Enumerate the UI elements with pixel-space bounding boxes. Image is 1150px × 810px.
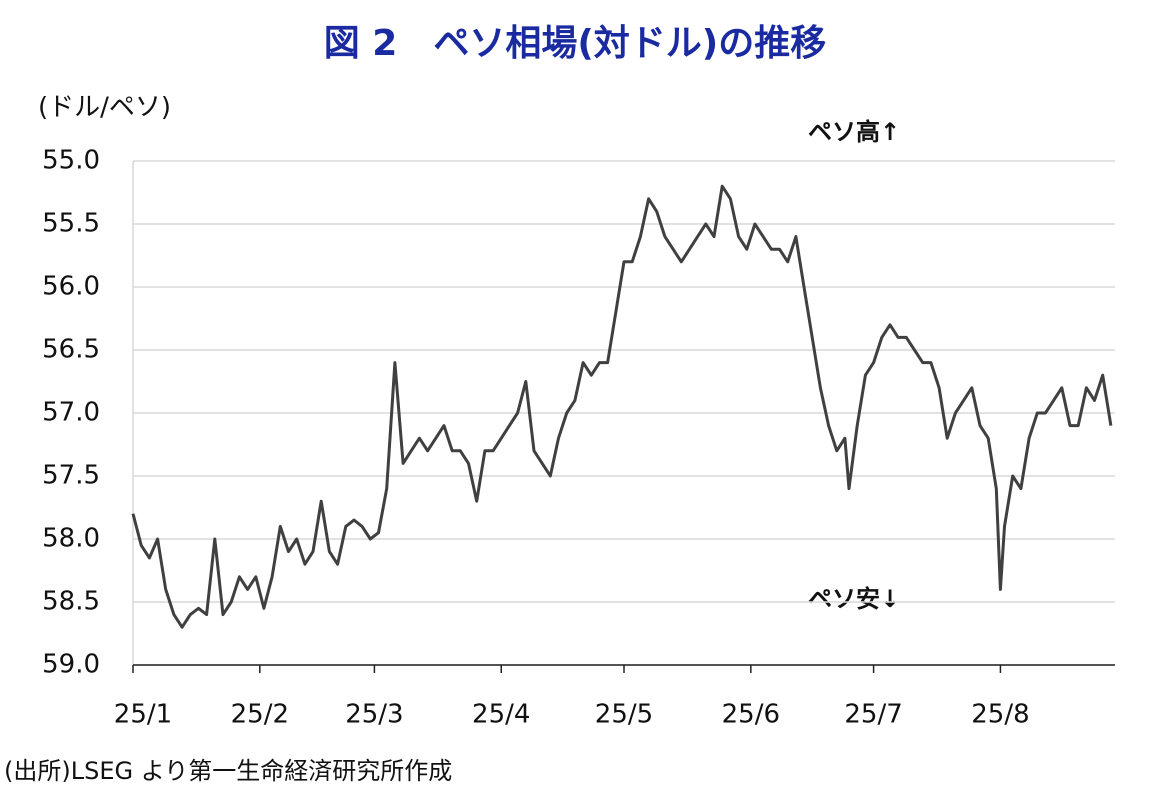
y-tick-label: 55.5	[42, 209, 100, 239]
x-tick-label: 25/1	[114, 700, 172, 730]
x-tick-label: 25/8	[971, 700, 1029, 730]
x-tick-label: 25/4	[472, 700, 530, 730]
y-tick-label: 56.0	[42, 272, 100, 302]
y-tick-label: 58.5	[42, 587, 100, 617]
y-axis-label: (ドル/ペソ)	[38, 93, 171, 123]
y-tick-label: 59.0	[42, 650, 100, 680]
chart-title: 図 2 ペソ相場(対ドル)の推移	[324, 23, 827, 64]
x-tick-label: 25/2	[231, 700, 289, 730]
y-tick-label: 58.0	[42, 524, 100, 554]
annotation: ペソ高↑	[808, 118, 900, 146]
x-tick-label: 25/6	[722, 700, 780, 730]
x-tick-label: 25/7	[844, 700, 902, 730]
y-tick-label: 55.0	[42, 146, 100, 176]
y-tick-label: 57.5	[42, 461, 100, 491]
source: (出所)LSEG より第一生命経済研究所作成	[4, 757, 452, 785]
annotation: ペソ安↓	[808, 585, 900, 613]
y-tick-label: 56.5	[42, 335, 100, 365]
y-tick-label: 57.0	[42, 398, 100, 428]
x-tick-label: 25/3	[345, 700, 403, 730]
line-series	[131, 184, 1113, 629]
x-tick-label: 25/5	[595, 700, 653, 730]
